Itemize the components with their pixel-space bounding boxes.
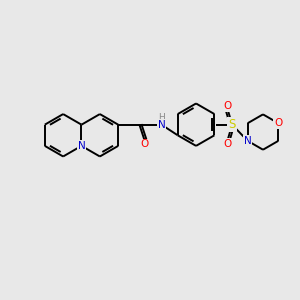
Text: N: N [158, 120, 165, 130]
Text: N: N [244, 136, 252, 146]
Text: S: S [228, 118, 236, 131]
Text: N: N [78, 141, 86, 151]
Text: O: O [141, 140, 149, 149]
Text: O: O [224, 101, 232, 111]
Text: O: O [274, 118, 282, 128]
Text: O: O [224, 139, 232, 148]
Text: H: H [158, 113, 165, 122]
